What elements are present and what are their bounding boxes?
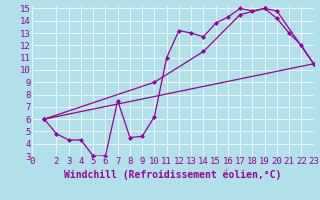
X-axis label: Windchill (Refroidissement éolien,°C): Windchill (Refroidissement éolien,°C): [64, 169, 282, 180]
